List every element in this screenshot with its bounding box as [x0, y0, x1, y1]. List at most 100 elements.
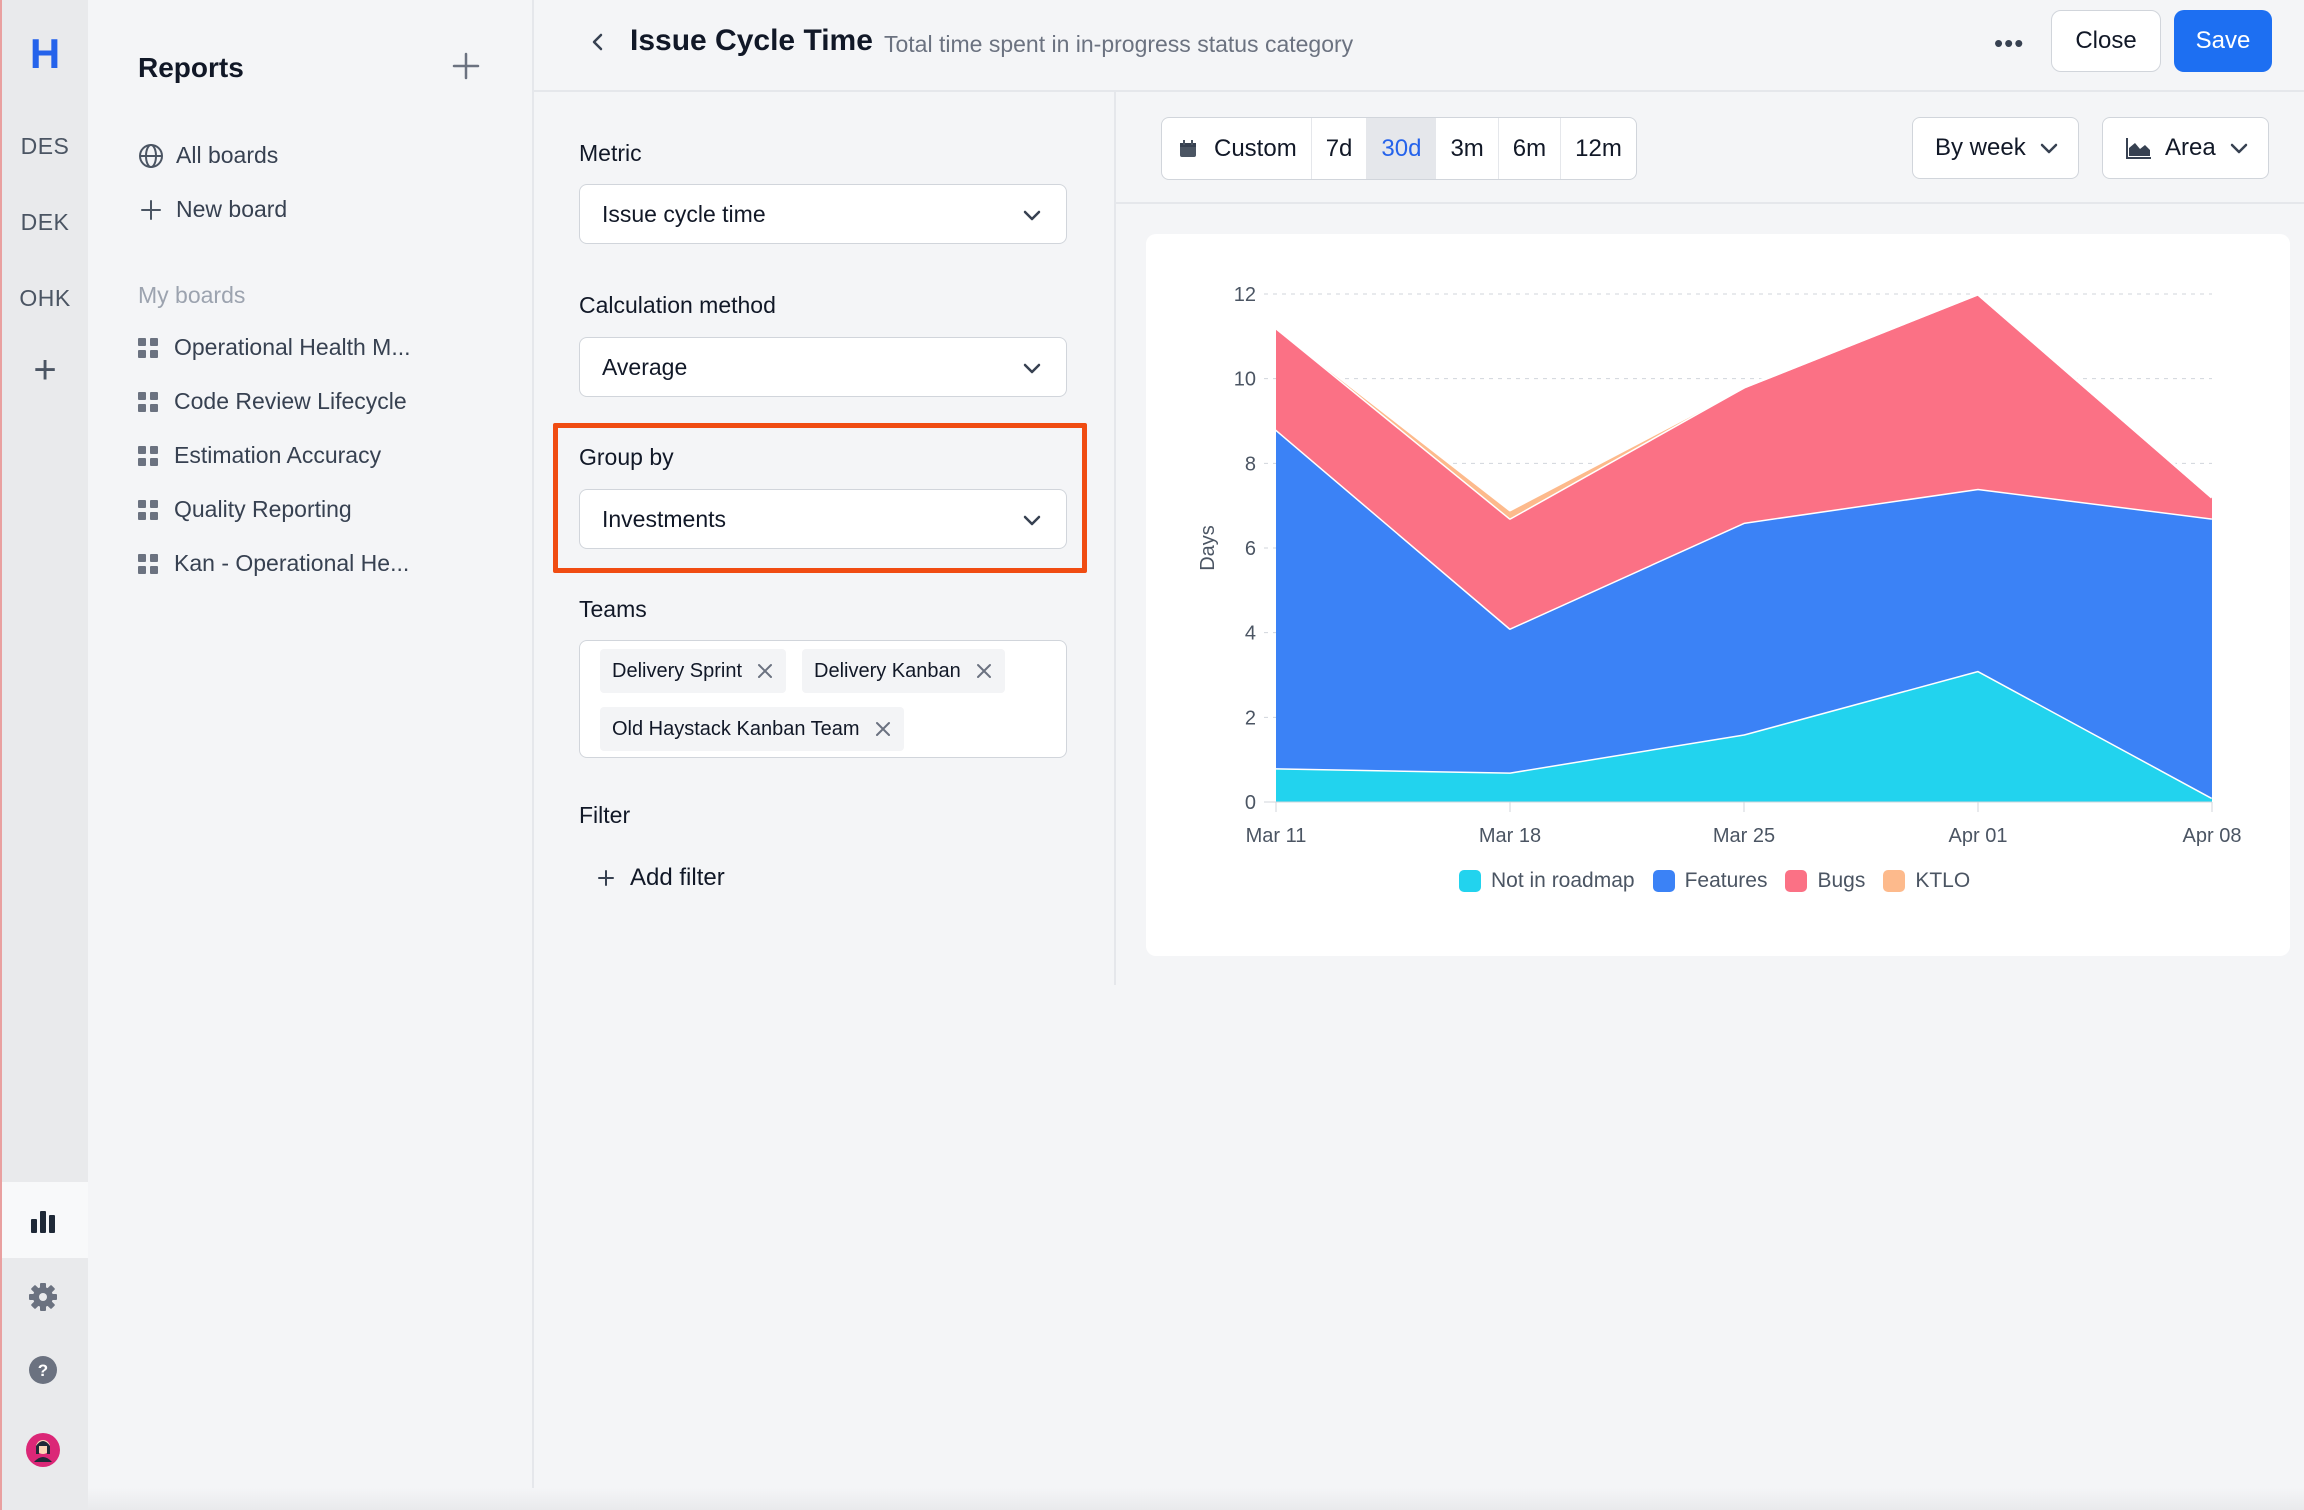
y-tick-label: 10: [1234, 369, 1256, 391]
team-chip: Delivery Sprint: [600, 649, 787, 693]
series-area: [1276, 429, 2212, 798]
legend-swatch: [1652, 870, 1675, 892]
board-icon: [138, 553, 158, 574]
my-boards-heading: My boards: [138, 282, 246, 308]
x-tick-label: Mar 25: [1713, 825, 1775, 847]
calculation-method-label: Calculation method: [579, 292, 776, 318]
x-tick-label: Mar 11: [1246, 825, 1307, 847]
workspace-ohk[interactable]: OHK: [19, 285, 71, 311]
page-subtitle: Total time spent in in-progress status c…: [884, 31, 1354, 57]
group-by-value: Investments: [602, 505, 726, 532]
x-tick-label: Apr 08: [2183, 825, 2242, 847]
legend-label: Not in roadmap: [1491, 869, 1635, 892]
bar-chart-icon[interactable]: [27, 1205, 59, 1237]
metric-select[interactable]: Issue cycle time: [579, 184, 1067, 244]
board-icon: [138, 337, 158, 358]
legend-label: Bugs: [1817, 869, 1866, 892]
team-chip-label: Delivery Sprint: [612, 659, 743, 682]
date-range-group: Custom 7d 30d 3m 6m 12m: [1161, 117, 1637, 180]
group-by-label: Group by: [579, 444, 674, 470]
app-logo[interactable]: H: [29, 30, 61, 77]
sidebar-item-new-board[interactable]: New board: [138, 196, 287, 223]
y-tick-label: 4: [1245, 623, 1256, 645]
gear-icon[interactable]: [27, 1281, 59, 1313]
toolbar-divider: [1116, 202, 2304, 204]
range-30d-button[interactable]: 30d: [1367, 118, 1437, 179]
granularity-dropdown[interactable]: By week: [1912, 117, 2079, 179]
chart-legend: Not in roadmap Features Bugs KTLO: [1459, 869, 1988, 893]
series-line: [1275, 669, 2213, 800]
team-chip: Delivery Kanban: [802, 649, 1005, 693]
globe-icon: [139, 143, 163, 168]
calendar-icon: [1180, 139, 1196, 157]
close-icon[interactable]: [874, 720, 892, 738]
chevron-down-icon: [1023, 363, 1041, 374]
chevron-left-icon[interactable]: [584, 28, 612, 56]
add-filter-button[interactable]: Add filter: [596, 864, 725, 892]
board-icon: [138, 391, 158, 412]
team-chip: Old Haystack Kanban Team: [600, 707, 904, 751]
legend-item[interactable]: KTLO: [1883, 869, 1970, 893]
legend-label: Features: [1684, 869, 1768, 892]
chart-type-dropdown[interactable]: Area: [2102, 117, 2269, 179]
teams-label: Teams: [579, 596, 647, 622]
sidebar-item-all-boards[interactable]: All boards: [138, 142, 278, 169]
sidebar-board-item[interactable]: Kan - Operational He...: [138, 550, 409, 577]
sidebar-board-item[interactable]: Code Review Lifecycle: [138, 388, 407, 415]
range-12m-button[interactable]: 12m: [1575, 134, 1622, 162]
granularity-value: By week: [1935, 134, 2026, 161]
workspace-dek[interactable]: DEK: [20, 209, 70, 235]
legend-item[interactable]: Features: [1652, 869, 1768, 893]
help-icon[interactable]: ?: [27, 1354, 59, 1386]
range-3m-button[interactable]: 3m: [1436, 118, 1499, 179]
legend-label: KTLO: [1915, 869, 1971, 892]
chevron-down-icon: [1023, 210, 1041, 221]
svg-text:?: ?: [38, 1361, 48, 1380]
chevron-down-icon: [1023, 515, 1041, 526]
chart-type-value: Area: [2165, 134, 2216, 161]
close-button[interactable]: Close: [2051, 10, 2161, 72]
report-config-panel: Metric Issue cycle time Calculation meth…: [534, 92, 1114, 1510]
x-tick-label: Apr 01: [1949, 825, 2008, 847]
sidebar-title: Reports: [138, 52, 244, 83]
chevron-down-icon: [2230, 143, 2247, 154]
range-custom-button[interactable]: Custom: [1162, 118, 1312, 179]
chart-pane: Custom 7d 30d 3m 6m 12m By week Area 0 2 4…: [1114, 92, 2304, 985]
legend-item[interactable]: Bugs: [1785, 869, 1865, 893]
area-chart-icon: [2126, 138, 2151, 159]
sidebar-board-item[interactable]: Quality Reporting: [138, 496, 352, 523]
teams-multiselect[interactable]: Delivery Sprint Delivery Kanban Old Hays…: [579, 640, 1067, 758]
sidebar-board-item[interactable]: Operational Health M...: [138, 334, 411, 361]
y-tick-label: 2: [1245, 707, 1256, 729]
board-icon: [138, 445, 158, 466]
save-button[interactable]: Save: [2174, 10, 2272, 72]
board-label: Kan - Operational He...: [174, 550, 410, 576]
board-label: Operational Health M...: [174, 334, 411, 360]
chart-card: 0 2 4 6 8 10 12 Days Mar 11 Mar 18 Mar 25 Apr 01 Apr…: [1146, 234, 2290, 956]
team-chip-label: Delivery Kanban: [814, 659, 961, 682]
legend-swatch: [1459, 870, 1481, 892]
sidebar-board-item[interactable]: Estimation Accuracy: [138, 442, 381, 469]
group-by-select[interactable]: Investments: [579, 489, 1067, 549]
y-axis-label: Days: [1197, 525, 1219, 571]
legend-item[interactable]: Not in roadmap: [1459, 869, 1635, 893]
range-label: Custom: [1214, 134, 1297, 162]
group-by-highlight: [553, 423, 1087, 573]
x-tick-label: Mar 18: [1479, 825, 1541, 847]
plus-icon: [598, 870, 614, 886]
sidebar-item-label: All boards: [176, 142, 279, 168]
more-options-icon[interactable]: •••: [1994, 28, 2025, 58]
y-tick-label: 8: [1245, 453, 1256, 475]
add-board-icon[interactable]: [448, 48, 484, 84]
range-6m-button[interactable]: 6m: [1499, 118, 1562, 179]
workspace-des[interactable]: DES: [20, 133, 70, 159]
range-7d-button[interactable]: 7d: [1312, 118, 1368, 179]
close-icon[interactable]: [756, 662, 774, 680]
series-line: [1275, 292, 2213, 512]
avatar[interactable]: [25, 1432, 61, 1468]
add-workspace-icon[interactable]: +: [33, 348, 57, 392]
series-area: [1276, 670, 2212, 802]
y-tick-label: 0: [1245, 792, 1256, 814]
calculation-method-select[interactable]: Average: [579, 337, 1067, 397]
close-icon[interactable]: [975, 662, 993, 680]
